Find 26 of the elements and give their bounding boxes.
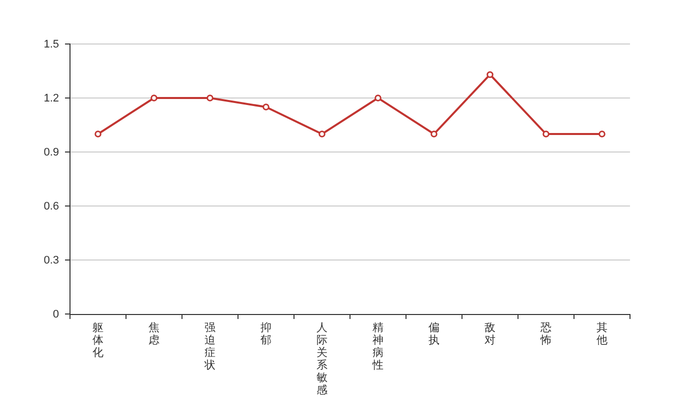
x-tick-label: 其他 bbox=[596, 321, 608, 346]
point bbox=[374, 94, 382, 102]
x-tick-label: 敌对 bbox=[484, 321, 496, 346]
x-tick-label: 强迫症状 bbox=[204, 321, 216, 372]
point bbox=[262, 104, 270, 110]
x-tick-label: 恐怖 bbox=[540, 321, 552, 346]
x-tick-label: 人际关系敏感 bbox=[316, 321, 328, 396]
point bbox=[598, 130, 606, 138]
y-tick-label: 1.5 bbox=[44, 38, 59, 51]
x-tick-label: 偏执 bbox=[428, 321, 440, 346]
point bbox=[486, 71, 494, 78]
point bbox=[150, 94, 158, 102]
x-tick-label: 焦虑 bbox=[148, 321, 160, 346]
y-tick-label: 0.9 bbox=[44, 146, 59, 159]
y-tick-label: 1.2 bbox=[44, 92, 59, 105]
y-tick-label: 0.6 bbox=[44, 200, 59, 213]
x-tick-label: 抑郁 bbox=[260, 321, 272, 346]
point bbox=[542, 130, 550, 138]
point bbox=[318, 130, 326, 138]
y-tick-label: 0.3 bbox=[44, 254, 59, 267]
point bbox=[206, 94, 214, 102]
y-tick-label: 0 bbox=[52, 308, 59, 321]
x-tick-label: 精神病性 bbox=[372, 321, 384, 372]
x-tick-label: 躯体化 bbox=[92, 321, 104, 359]
point bbox=[430, 130, 438, 138]
point bbox=[94, 130, 102, 138]
